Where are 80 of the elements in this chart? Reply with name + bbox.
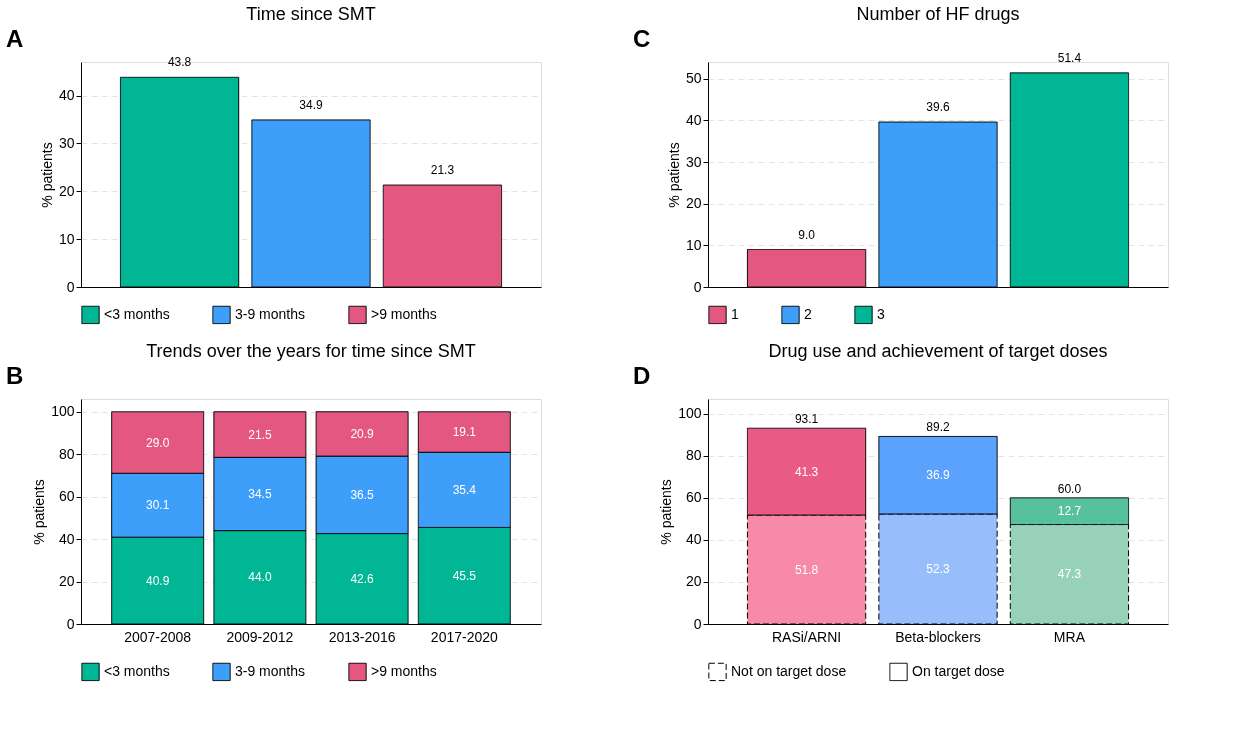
y-tick-label: 20 — [685, 195, 702, 212]
data-label: 39.6 — [926, 100, 950, 114]
data-label: 36.5 — [350, 487, 375, 502]
y-tick-label: 40 — [58, 87, 75, 104]
chart-title: Drug use and achievement of target doses — [768, 341, 1108, 361]
legend-label: <3 months — [104, 305, 170, 322]
data-label: 42.6 — [350, 571, 375, 586]
y-tick-label: 0 — [66, 615, 75, 632]
y-tick-label: 40 — [58, 530, 75, 547]
legend-label: 3-9 months — [235, 305, 306, 322]
data-label: 30.1 — [145, 498, 170, 513]
y-tick-label: 10 — [685, 236, 702, 253]
total-label: 60.0 — [1057, 481, 1082, 496]
x-tick-label: MRA — [1053, 628, 1086, 645]
y-axis-title: % patients — [31, 479, 48, 545]
data-label: 21.5 — [248, 427, 272, 442]
data-label: 29.0 — [145, 435, 170, 450]
x-tick-label: 2017-2020 — [430, 628, 499, 645]
y-axis-title: % patients — [665, 142, 682, 208]
y-tick-label: 30 — [685, 153, 702, 170]
y-tick-label: 80 — [58, 445, 75, 462]
data-label: 40.9 — [145, 573, 170, 588]
y-tick-label: 60 — [58, 488, 75, 505]
y-tick-label: 80 — [685, 447, 702, 464]
x-tick-label: 2009-2012 — [226, 628, 294, 645]
y-tick-label: 10 — [58, 230, 75, 247]
data-label: 45.5 — [452, 568, 477, 583]
y-axis-title: % patients — [38, 142, 55, 208]
y-tick-label: 0 — [693, 615, 702, 632]
y-tick-label: 0 — [693, 278, 702, 295]
data-label: 51.8 — [794, 562, 819, 577]
legend-label: 2 — [804, 305, 812, 322]
text: D — [633, 362, 651, 389]
data-label: 12.7 — [1057, 504, 1082, 519]
y-tick-label: 100 — [51, 403, 75, 420]
text: A — [6, 25, 24, 52]
text: B — [6, 362, 24, 389]
legend-label: On target dose — [912, 662, 1005, 679]
text: C — [633, 25, 651, 52]
y-tick-label: 30 — [58, 134, 75, 151]
y-tick-label: 100 — [678, 405, 702, 422]
data-label: 43.8 — [167, 55, 192, 70]
y-tick-label: 40 — [685, 531, 702, 548]
y-tick-label: 20 — [685, 573, 702, 590]
y-tick-label: 50 — [685, 70, 702, 87]
data-label: 21.3 — [430, 163, 455, 178]
chart-title: Number of HF drugs — [856, 4, 1020, 24]
data-label: 44.0 — [248, 570, 272, 585]
y-tick-label: 0 — [66, 278, 75, 295]
y-tick-label: 20 — [58, 573, 75, 590]
data-label: 36.9 — [926, 468, 950, 483]
y-axis-title: % patients — [658, 479, 675, 545]
total-label: 93.1 — [794, 412, 819, 427]
legend-label: >9 months — [371, 305, 437, 322]
x-tick-label: 2013-2016 — [328, 628, 396, 645]
y-tick-label: 20 — [58, 182, 75, 199]
x-tick-label: RASi/ARNI — [771, 628, 842, 645]
data-label: 41.3 — [794, 464, 819, 479]
data-label: 52.3 — [926, 562, 950, 577]
chart-title: Time since SMT — [246, 4, 376, 24]
legend-label: 3-9 months — [235, 662, 306, 679]
data-label: 20.9 — [350, 426, 375, 441]
data-label: 19.1 — [452, 425, 477, 440]
legend-label: Not on target dose — [731, 662, 847, 679]
data-label: 51.4 — [1057, 50, 1082, 65]
legend-label: 1 — [731, 305, 739, 322]
legend-label: >9 months — [371, 662, 437, 679]
data-label: 47.3 — [1057, 567, 1082, 582]
y-tick-label: 60 — [685, 489, 702, 506]
chart-title: Trends over the years for time since SMT — [146, 341, 476, 361]
legend-label: <3 months — [104, 662, 170, 679]
data-label: 9.0 — [798, 227, 816, 242]
y-tick-label: 40 — [685, 111, 702, 128]
total-label: 89.2 — [926, 420, 950, 435]
x-tick-label: 2007-2008 — [124, 628, 192, 645]
data-label: 34.5 — [248, 486, 272, 501]
x-tick-label: Beta-blockers — [895, 628, 981, 645]
data-label: 34.9 — [299, 97, 323, 112]
data-label: 35.4 — [452, 482, 477, 497]
legend-label: 3 — [877, 305, 885, 322]
